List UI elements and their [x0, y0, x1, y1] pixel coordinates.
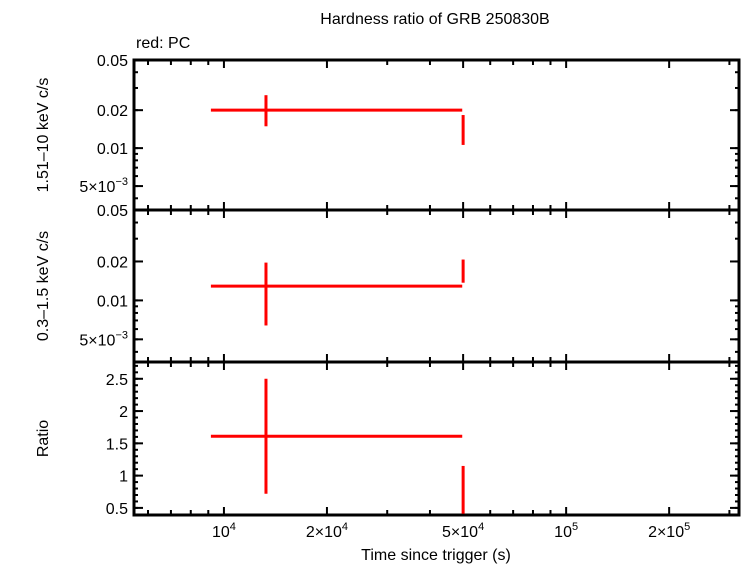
panel-2: 0.05 0.02 0.01 5×10−3 0.3–1.5 keV c/s: [35, 203, 741, 364]
x-tick-label: 105: [554, 521, 578, 541]
y-axis-label: 1.51–10 keV c/s: [35, 78, 52, 193]
x-tick-label: 2×104: [306, 521, 348, 541]
y-tick-label: 2: [119, 404, 128, 421]
data-point: [210, 262, 463, 326]
plot-frame: [132, 58, 741, 212]
y-tick-label: 0.05: [97, 203, 128, 220]
y-tick-label: 0.5: [106, 501, 128, 518]
y-tick-label: 0.02: [97, 103, 128, 120]
y-axis-label: 0.3–1.5 keV c/s: [35, 231, 52, 341]
x-axis-label: Time since trigger (s): [361, 547, 511, 564]
data-point: [461, 259, 465, 283]
y-axis-label: Ratio: [35, 420, 52, 457]
y-tick-label: 0.01: [97, 141, 128, 158]
data-point: [210, 95, 463, 127]
y-tick-label: 0.05: [97, 53, 128, 70]
chart-title: Hardness ratio of GRB 250830B: [320, 11, 549, 28]
x-tick-label: 5×104: [442, 521, 484, 541]
y-tick-label: 0.02: [97, 254, 128, 271]
data-point: [210, 378, 463, 494]
data-point: [461, 115, 465, 145]
y-tick-label: 5×10−3: [79, 176, 128, 196]
x-tick-label: 2×105: [648, 521, 690, 541]
panel-3: 2.5 2 1.5 1 0.5 Ratio 104 2×104 5×104 105 2×105: [35, 360, 741, 541]
plot-frame: [132, 360, 741, 517]
y-tick-label: 1.5: [106, 436, 128, 453]
data-point: [461, 465, 465, 514]
y-tick-label: 2.5: [106, 372, 128, 389]
x-tick-label: 104: [212, 521, 236, 541]
y-tick-label: 1: [119, 469, 128, 486]
panel-1: 0.05 0.02 0.01 5×10−3 1.51–10 keV c/s: [35, 53, 741, 212]
y-tick-label: 0.01: [97, 293, 128, 310]
y-tick-label: 5×10−3: [79, 329, 128, 349]
legend-note: red: PC: [136, 35, 190, 52]
